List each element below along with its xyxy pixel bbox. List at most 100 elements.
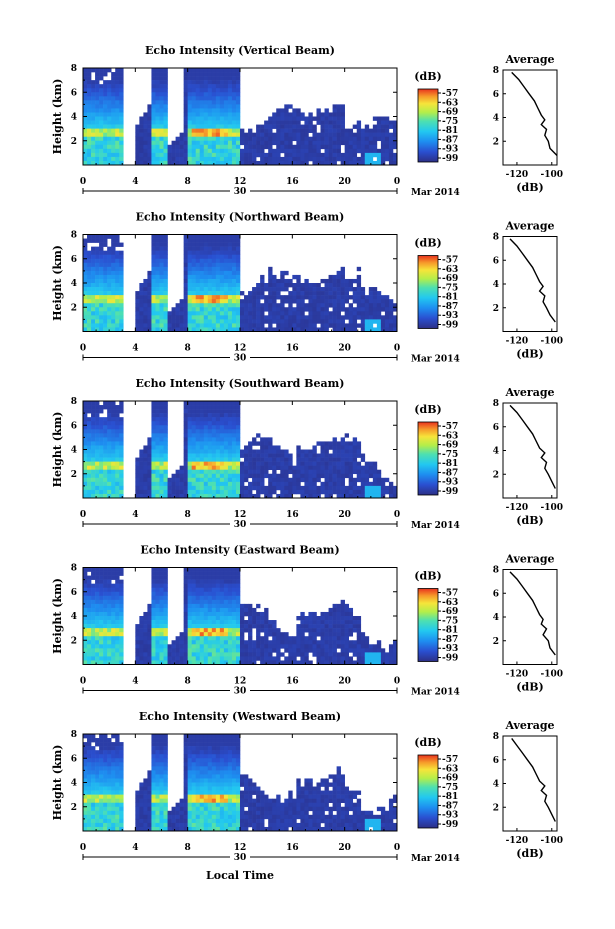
echo-cell [83, 473, 88, 479]
echo-cell [308, 291, 313, 296]
echo-cell [320, 128, 325, 133]
echo-cell [151, 648, 156, 653]
echo-cell [83, 72, 88, 77]
echo-cell [324, 323, 329, 328]
echo-cell [91, 144, 96, 150]
echo-cell [203, 84, 209, 89]
echo-cell [107, 274, 112, 280]
echo-cell [252, 485, 257, 491]
echo-cell [308, 319, 313, 324]
echo-cell [352, 295, 358, 300]
echo-cell [207, 92, 213, 97]
echo-cell [324, 120, 329, 125]
echo-cell [199, 620, 205, 625]
colorbar-tick-label: -81 [442, 459, 458, 469]
echo-cell [360, 156, 366, 162]
echo-cell [260, 144, 265, 150]
echo-cell [111, 461, 116, 466]
echo-cell [91, 124, 96, 129]
echo-cell [235, 465, 241, 471]
echo-cell [340, 449, 345, 454]
echo-cell [328, 441, 333, 446]
echo-cell [272, 656, 277, 661]
echo-cell [227, 567, 233, 572]
echo-cell [223, 429, 229, 434]
echo-cell [227, 449, 233, 454]
echo-cell [324, 611, 329, 617]
echo-cell [187, 433, 192, 438]
echo-cell [264, 624, 269, 629]
echo-cell [155, 112, 160, 117]
echo-cell [240, 299, 245, 304]
echo-cell [235, 262, 241, 268]
echo-cell [308, 477, 313, 483]
echo-cell [195, 144, 201, 150]
echo-cell [264, 465, 269, 471]
echo-cell [103, 437, 108, 442]
echo-cell [296, 465, 301, 471]
echo-cell [288, 148, 293, 154]
echo-cell [248, 461, 253, 466]
echo-cell [328, 136, 333, 142]
echo-cell [155, 72, 160, 77]
echo-cell [87, 575, 92, 580]
echo-cell [159, 628, 164, 633]
echo-cell [332, 327, 337, 332]
echo-cell [235, 100, 241, 105]
echo-cell [183, 648, 188, 653]
echo-cell [260, 624, 265, 629]
echo-cell [300, 160, 305, 166]
echo-cell [203, 616, 209, 621]
echo-cell [219, 140, 225, 146]
echo-cell [195, 465, 201, 471]
echo-cell [284, 160, 289, 166]
echo-cell [235, 477, 241, 483]
echo-cell [187, 238, 192, 243]
echo-cell [268, 327, 273, 332]
echo-cell [380, 132, 386, 138]
echo-cell [187, 477, 192, 483]
echo-cell [183, 477, 188, 483]
echo-cell [231, 246, 237, 251]
echo-cell [167, 477, 172, 483]
echo-cell [83, 425, 88, 430]
echo-cell [284, 632, 289, 637]
echo-cell [215, 132, 221, 138]
echo-cell [360, 319, 366, 324]
echo-cell [340, 283, 345, 288]
echo-cell [179, 132, 184, 138]
echo-cell [344, 327, 349, 332]
echo-cell [280, 303, 285, 308]
echo-cell [344, 620, 349, 625]
echo-cell [163, 152, 168, 158]
echo-cell [87, 595, 92, 601]
echo-cell [119, 437, 124, 442]
echo-cell [91, 274, 96, 280]
echo-cell [336, 140, 341, 146]
echo-cell [207, 136, 213, 142]
echo-cell [195, 405, 201, 410]
echo-cell [316, 477, 321, 483]
echo-cell [344, 283, 349, 288]
echo-cell [219, 437, 225, 442]
echo-cell [187, 437, 192, 442]
echo-cell [199, 116, 205, 121]
echo-cell [171, 152, 176, 158]
echo-cell [159, 485, 164, 491]
echo-cell [179, 640, 184, 645]
echo-cell [107, 112, 112, 117]
echo-cell [155, 595, 160, 601]
echo-cell [348, 660, 354, 665]
echo-cell [163, 636, 168, 641]
echo-cell [203, 567, 209, 572]
echo-cell [207, 660, 213, 665]
echo-cell [235, 587, 241, 593]
average-x-tick-label: -120 [506, 503, 529, 513]
echo-cell [103, 96, 108, 101]
echo-cell [223, 583, 229, 589]
echo-cell [248, 616, 253, 621]
echo-cell [292, 477, 297, 483]
echo-cell [324, 656, 329, 661]
echo-cell [276, 303, 281, 308]
echo-cell [344, 136, 349, 142]
